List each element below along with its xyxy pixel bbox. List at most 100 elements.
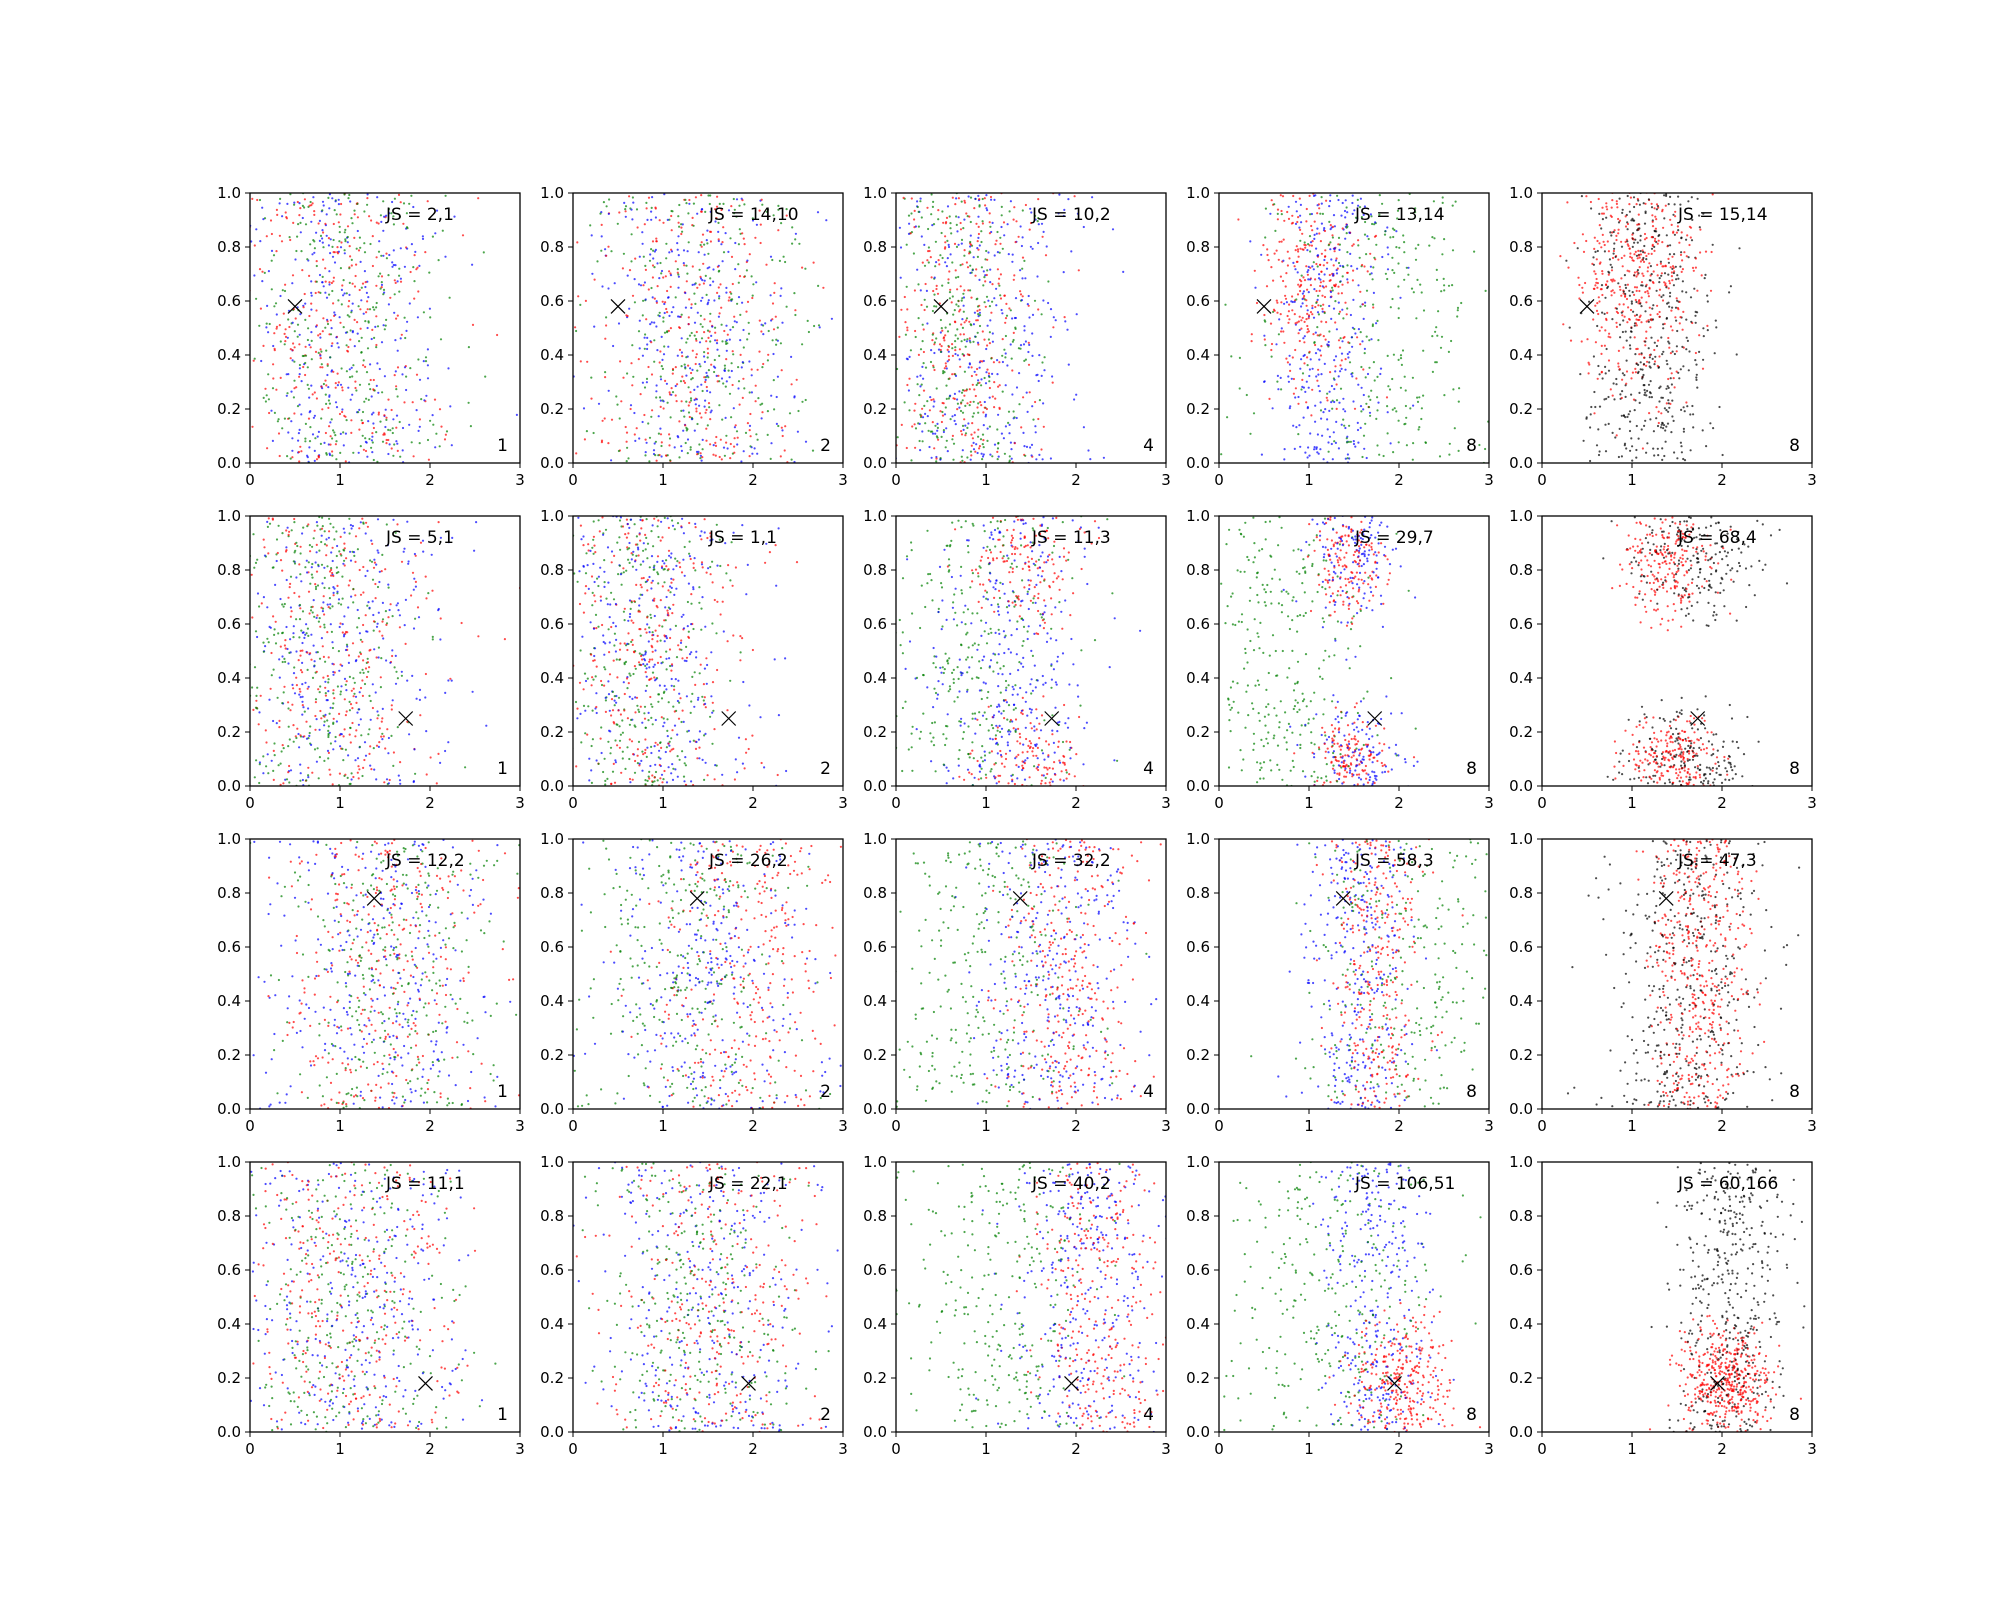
- point-green: [794, 313, 797, 317]
- point-red: [749, 412, 752, 416]
- point-red: [1020, 426, 1023, 429]
- point-red: [1283, 219, 1286, 222]
- point-red: [1673, 270, 1676, 273]
- point-blue: [1314, 194, 1317, 197]
- point-green: [666, 401, 669, 404]
- point-red: [1624, 240, 1627, 243]
- point-blue: [1290, 300, 1293, 303]
- y-tick-label: 0.6: [540, 292, 564, 310]
- point-red: [709, 443, 712, 446]
- point-red: [702, 262, 705, 265]
- point-red: [330, 281, 333, 285]
- point-black: [1669, 244, 1672, 247]
- point-red: [1311, 240, 1314, 243]
- point-red: [1667, 287, 1670, 290]
- point-red: [1593, 270, 1596, 273]
- point-blue: [319, 354, 322, 357]
- point-green: [1280, 388, 1283, 391]
- x-tick-label: 0: [245, 471, 255, 489]
- point-green: [976, 297, 979, 300]
- point-red: [1306, 331, 1309, 334]
- point-green: [356, 202, 359, 205]
- point-red: [425, 773, 428, 776]
- y-tick-label: 0.2: [863, 400, 887, 418]
- point-black: [1626, 228, 1629, 231]
- point-red: [1689, 236, 1692, 239]
- point-blue: [677, 275, 681, 278]
- point-blue: [727, 209, 731, 212]
- point-blue: [1316, 204, 1319, 207]
- point-green: [1386, 432, 1389, 435]
- point-blue: [1031, 405, 1034, 408]
- point-red: [275, 208, 278, 211]
- point-green: [1343, 424, 1346, 427]
- point-blue: [985, 194, 988, 197]
- point-green: [962, 227, 965, 230]
- point-red: [1607, 273, 1610, 276]
- point-green: [1405, 266, 1408, 269]
- point-green: [1327, 450, 1330, 453]
- point-blue: [1344, 199, 1347, 202]
- point-blue: [1346, 435, 1349, 438]
- point-red: [1670, 223, 1673, 226]
- point-red: [1277, 258, 1280, 261]
- point-green: [335, 440, 338, 443]
- point-green: [731, 298, 734, 301]
- point-blue: [715, 374, 718, 377]
- point-green: [270, 259, 273, 262]
- point-green: [718, 354, 721, 357]
- point-blue: [1316, 227, 1319, 230]
- point-green: [1019, 347, 1022, 350]
- point-green: [579, 303, 582, 306]
- point-black: [1639, 234, 1642, 237]
- point-red: [639, 393, 642, 396]
- point-green: [344, 240, 347, 243]
- point-red: [1310, 414, 1313, 417]
- point-green: [431, 235, 434, 238]
- point-red: [694, 362, 697, 366]
- point-green: [1008, 210, 1011, 213]
- point-red: [305, 720, 308, 723]
- point-red: [1648, 262, 1651, 265]
- point-green: [1436, 334, 1439, 337]
- point-red: [291, 456, 294, 459]
- point-red: [738, 275, 742, 278]
- point-red: [1622, 303, 1625, 306]
- point-blue: [1334, 355, 1338, 358]
- point-blue: [1029, 207, 1032, 210]
- point-red: [354, 386, 357, 390]
- point-black: [1691, 218, 1694, 221]
- point-green: [348, 193, 351, 197]
- point-blue: [515, 413, 519, 416]
- point-red: [1322, 303, 1325, 306]
- point-red: [944, 365, 948, 368]
- y-tick-label: 1.0: [540, 184, 564, 202]
- point-blue: [990, 198, 993, 201]
- point-black: [1624, 283, 1627, 287]
- point-blue: [653, 321, 656, 324]
- point-blue: [291, 282, 294, 285]
- point-green: [1327, 244, 1330, 247]
- point-blue: [704, 378, 707, 381]
- point-blue: [677, 235, 680, 238]
- point-green: [1383, 233, 1387, 236]
- point-blue: [601, 285, 604, 288]
- point-blue: [680, 337, 683, 340]
- point-blue: [632, 201, 635, 204]
- point-red: [1680, 270, 1683, 273]
- point-blue: [1351, 201, 1354, 205]
- point-blue: [995, 287, 998, 290]
- point-green: [631, 196, 635, 199]
- point-green: [255, 297, 258, 300]
- point-black: [1603, 312, 1606, 315]
- point-red: [584, 299, 588, 302]
- point-blue: [444, 749, 447, 753]
- point-red: [1276, 311, 1279, 314]
- point-blue: [1063, 208, 1066, 211]
- point-green: [1011, 340, 1015, 343]
- x-tick-label: 3: [1807, 471, 1817, 489]
- point-black: [1647, 198, 1650, 201]
- point-blue: [1316, 298, 1319, 301]
- point-red: [676, 271, 679, 274]
- point-red: [313, 213, 316, 216]
